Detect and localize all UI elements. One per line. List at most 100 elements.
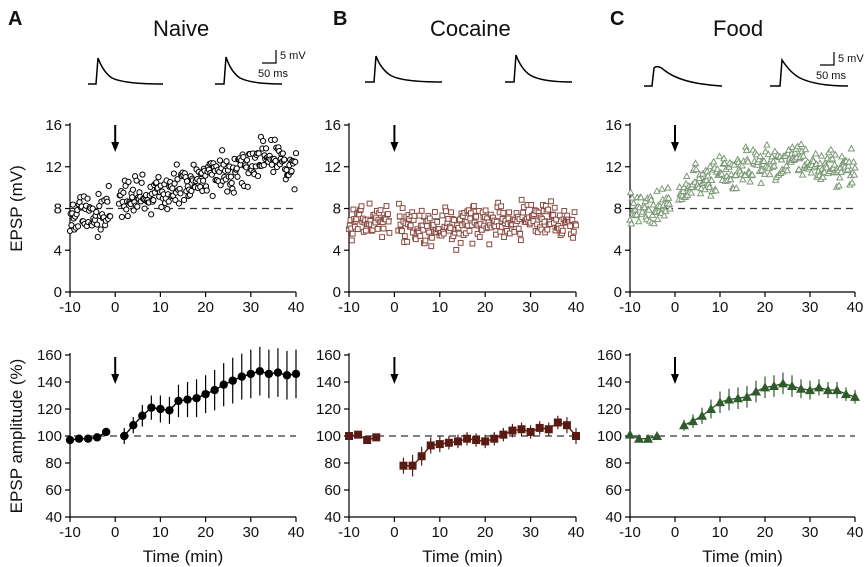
epsp-trace-naive-before — [88, 57, 164, 85]
chart-c-bottom-point — [760, 382, 770, 392]
chart-c-bottom-ytick-label: 40 — [605, 509, 622, 526]
chart-b-top-point — [362, 227, 369, 234]
chart-b-top-point — [570, 234, 576, 241]
chart-c-top-point — [653, 187, 661, 194]
chart-c-bottom-ytick-label: 80 — [605, 455, 622, 472]
chart-a-bottom-point — [165, 406, 174, 415]
chart-a-bottom-xlabel: Time (min) — [143, 547, 224, 566]
chart-a-top-point — [139, 171, 146, 178]
chart-b-top-point — [396, 213, 403, 220]
chart-b-top-point — [476, 234, 483, 240]
chart-b-bottom-point — [481, 437, 490, 446]
chart-b-top-arrow-icon — [390, 142, 399, 152]
chart-b-top-xtick-label: -10 — [338, 299, 360, 316]
chart-b-top-point — [443, 208, 449, 215]
chart-b-top-point — [349, 230, 356, 237]
chart-c-top-point — [819, 173, 827, 180]
chart-b-top-point — [559, 227, 566, 234]
chart-c-top-point — [738, 161, 746, 169]
chart-b-top-point — [493, 231, 499, 238]
chart-b-top-point — [417, 233, 424, 239]
chart-c-top-point — [797, 140, 805, 148]
chart-c-bottom-point — [697, 410, 707, 420]
chart-c-top-point — [706, 191, 715, 199]
chart-c-top-point — [715, 152, 724, 160]
chart-c-top-point — [666, 204, 674, 212]
chart-a-top-point — [209, 192, 216, 200]
chart-a-top-ytick-label: 16 — [45, 117, 62, 134]
chart-c-top-point — [770, 161, 779, 169]
chart-a-bottom-point — [92, 433, 102, 442]
chart-c-top-point — [696, 189, 705, 197]
scale-bar-a: 5 mV 50 ms — [258, 50, 306, 80]
chart-c-bottom-point — [841, 389, 851, 399]
chart-c-bottom-point — [724, 394, 734, 404]
chart-c-top-point — [777, 155, 786, 163]
chart-a-top-point — [292, 150, 300, 157]
chart-a-top-point — [291, 186, 298, 193]
chart-c-top-point — [650, 219, 658, 227]
chart-b-top-point — [486, 241, 493, 248]
chart-a-bottom-ytick-label: 140 — [37, 374, 62, 391]
chart-a-bottom-point — [291, 369, 301, 379]
chart-a-top-point — [219, 147, 226, 154]
chart-c-top-point — [771, 147, 779, 155]
chart-c-bottom-point — [832, 385, 842, 395]
chart-a-top-point — [129, 186, 136, 193]
chart-a-top-point — [243, 157, 251, 164]
chart-a-top-point — [272, 157, 279, 164]
chart-b-top-ytick-label: 8 — [333, 201, 341, 218]
chart-b-top-point — [412, 236, 419, 243]
chart-c-bottom-point — [823, 385, 833, 395]
chart-c-top-point — [828, 154, 837, 162]
chart-c-bottom-point — [751, 386, 761, 396]
chart-c-top-point — [692, 165, 701, 173]
chart-b-bottom-xtick-label: 10 — [431, 524, 448, 541]
chart-c-bottom-ytick-label: 100 — [597, 428, 622, 445]
chart-a-bottom-arrow-icon — [111, 374, 120, 384]
chart-b-bottom-point — [408, 461, 417, 470]
chart-c-top-point — [756, 152, 765, 160]
chart-b-top-point — [451, 217, 457, 223]
chart-b-bottom-ytick-label: 60 — [324, 482, 341, 499]
chart-b-top-point — [386, 229, 393, 236]
chart-a-bottom-xtick-label: 0 — [111, 524, 119, 541]
chart-a-bottom-xtick-label: 40 — [288, 524, 305, 541]
chart-b-bottom-point — [399, 461, 408, 470]
chart-a-bottom-point — [255, 367, 265, 376]
chart-b-top-point — [407, 222, 414, 229]
chart-b-bottom-ytick-label: 40 — [324, 509, 341, 526]
chart-a-top-point — [174, 176, 181, 183]
chart-b-bottom-point — [426, 441, 435, 450]
chart-c-top-arrow-icon — [671, 142, 679, 152]
chart-b-bottom-point — [535, 423, 544, 432]
chart-c-top-point — [765, 170, 774, 178]
chart-a-bottom-xtick-label: -10 — [59, 524, 81, 541]
chart-a-top-point — [223, 158, 230, 165]
chart-b-bottom-ytick-label: 140 — [316, 374, 341, 391]
chart-b-top-point — [466, 227, 473, 234]
chart-a-top-ytick-label: 4 — [54, 242, 62, 259]
chart-b-top-point — [473, 213, 479, 220]
chart-c-top-point — [726, 175, 735, 183]
chart-a-bottom-ytick-label: 80 — [45, 455, 62, 472]
chart-b-top-point — [383, 203, 390, 209]
chart-c-top-point — [798, 170, 807, 178]
chart-b-bottom-point — [453, 437, 462, 446]
chart-a-bottom-point — [156, 404, 165, 414]
chart-c-top-point — [744, 157, 752, 165]
chart-b-bottom-point — [363, 436, 372, 445]
chart-a-top-point — [97, 226, 104, 233]
chart-c-top-point — [664, 183, 672, 191]
chart-b-top-point — [439, 212, 446, 219]
chart-a-top-point — [255, 150, 262, 157]
chart-c-top-xtick-label: 0 — [671, 299, 679, 316]
chart-c-top-point — [727, 170, 736, 178]
chart-c-top-point — [645, 205, 653, 213]
chart-c-top-point — [713, 164, 722, 172]
chart-a-top-point — [130, 207, 137, 214]
chart-b-top-ytick-label: 12 — [324, 159, 341, 176]
chart-b-bottom-point — [345, 432, 353, 440]
chart-b-bottom-point — [499, 430, 508, 439]
